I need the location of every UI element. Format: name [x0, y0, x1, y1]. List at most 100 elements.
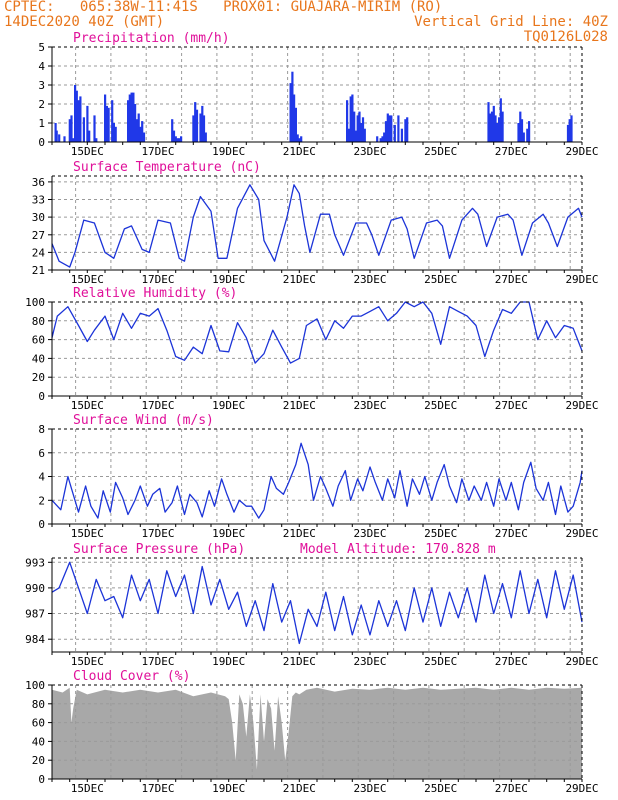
x-tick-label: 21DEC	[283, 782, 316, 795]
precip-bar	[487, 102, 490, 142]
y-tick-label: 24	[32, 246, 46, 259]
surface-pressure-panel: 984 987 990 993 15DEC 17DEC 19DEC 21DEC 23DEC 25D…	[25, 542, 598, 668]
precip-bar	[111, 100, 114, 142]
precip-bar	[174, 136, 177, 142]
precip-bar	[82, 117, 85, 142]
precip-bar	[63, 136, 66, 142]
y-tick-label: 993	[25, 556, 45, 569]
header-model-code: TQ0126L028	[523, 29, 608, 45]
x-tick-label: 29DEC	[565, 655, 598, 668]
header-date: 14DEC2020 40Z (GMT)	[4, 14, 165, 30]
x-tick-label: 19DEC	[212, 273, 245, 286]
x-tick-label: 19DEC	[212, 527, 245, 540]
precip-bar	[137, 113, 140, 142]
precip-bar	[351, 94, 354, 142]
precip-bar	[95, 138, 98, 142]
precip-bar	[105, 105, 108, 142]
precip-bar	[570, 115, 573, 142]
precip-bar	[128, 94, 131, 142]
x-tick-label: 23DEC	[353, 655, 386, 668]
surface-wind-line	[51, 442, 583, 519]
x-tick-label: 17DEC	[141, 782, 174, 795]
x-tick-label: 19DEC	[212, 145, 245, 158]
x-tick-label: 17DEC	[141, 655, 174, 668]
y-tick-label: 1	[38, 117, 45, 130]
precip-bar	[300, 136, 303, 142]
y-tick-label: 4	[38, 60, 45, 73]
precip-bar	[141, 121, 144, 142]
x-tick-label: 19DEC	[212, 782, 245, 795]
precip-bar	[528, 121, 531, 142]
precip-bar	[400, 128, 403, 142]
y-tick-label: 8	[38, 423, 45, 436]
precip-bar	[522, 132, 525, 142]
y-tick-label: 100	[25, 296, 45, 309]
surface-wind-panel: 0 2 4 6 8 15DEC 17DEC 19DEC 21DEC 23DEC 25DEC 27DEC…	[38, 413, 598, 540]
x-tick-label: 15DEC	[71, 527, 104, 540]
precip-bar	[142, 132, 146, 142]
precip-bar	[88, 130, 91, 142]
x-tick-label: 29DEC	[565, 399, 598, 412]
precip-bar	[496, 123, 499, 142]
y-tick-label: 5	[38, 41, 45, 54]
x-tick-label: 27DEC	[495, 273, 528, 286]
x-tick-label: 27DEC	[495, 782, 528, 795]
y-tick-label: 4	[38, 471, 45, 484]
x-tick-label: 21DEC	[283, 655, 316, 668]
y-tick-label: 987	[25, 608, 45, 621]
precip-bar	[393, 124, 396, 142]
x-tick-label: 21DEC	[283, 527, 316, 540]
x-tick-label: 15DEC	[71, 655, 104, 668]
precip-bar	[291, 71, 294, 142]
precip-bar	[199, 113, 202, 142]
precip-bar	[134, 104, 137, 142]
y-tick-label: 80	[32, 698, 45, 711]
precip-bar	[360, 123, 363, 142]
x-tick-label: 21DEC	[283, 399, 316, 412]
precip-bar	[107, 107, 110, 142]
y-tick-label: 2	[38, 494, 45, 507]
precip-bar	[77, 100, 80, 142]
surface-wind-title: Surface Wind (m/s)	[73, 413, 214, 428]
precip-bar	[139, 126, 142, 142]
precip-bar	[204, 132, 207, 142]
x-tick-label: 25DEC	[424, 145, 457, 158]
precipitation-title: Precipitation (mm/h)	[73, 31, 230, 46]
x-tick-label: 21DEC	[283, 273, 316, 286]
x-tick-label: 17DEC	[141, 273, 174, 286]
relative-humidity-title: Relative Humidity (%)	[73, 286, 237, 301]
y-tick-label: 0	[38, 136, 45, 149]
surface-pressure-title: Surface Pressure (hPa)	[73, 542, 245, 557]
precip-bar	[356, 115, 359, 142]
precip-bar	[68, 119, 71, 142]
precip-bar	[172, 130, 176, 142]
precip-bar	[376, 136, 379, 142]
precip-bar	[86, 105, 89, 142]
y-tick-label: 0	[38, 773, 45, 786]
precip-bar	[386, 113, 389, 142]
x-tick-label: 29DEC	[565, 145, 598, 158]
x-tick-label: 19DEC	[212, 399, 245, 412]
y-tick-label: 20	[32, 371, 45, 384]
x-tick-label: 29DEC	[565, 782, 598, 795]
precip-bar	[178, 138, 181, 142]
y-tick-label: 60	[32, 334, 45, 347]
precip-bar	[112, 123, 115, 142]
y-tick-label: 100	[25, 679, 45, 692]
precip-bar	[384, 121, 388, 142]
y-tick-label: 60	[32, 717, 45, 730]
precip-bar	[298, 138, 301, 142]
surface-temperature-line	[51, 184, 583, 268]
x-tick-label: 17DEC	[141, 527, 174, 540]
precip-bar	[55, 130, 58, 142]
precip-bar	[568, 119, 571, 142]
model-altitude-annotation: Model Altitude: 170.828 m	[300, 542, 496, 557]
precipitation-panel: 0 1 2 3 4 5 15DEC 17DEC 19DEC 21DEC 23DEC 25DEC 27DE…	[38, 31, 598, 158]
y-tick-label: 27	[32, 229, 45, 242]
y-tick-label: 984	[25, 633, 45, 646]
y-tick-label: 36	[32, 176, 45, 189]
precip-bar	[176, 138, 179, 142]
precip-bar	[70, 115, 73, 142]
header-line-1: CPTEC: 065:38W-11:41S PROX01: GUAJARA-MI…	[4, 0, 443, 15]
